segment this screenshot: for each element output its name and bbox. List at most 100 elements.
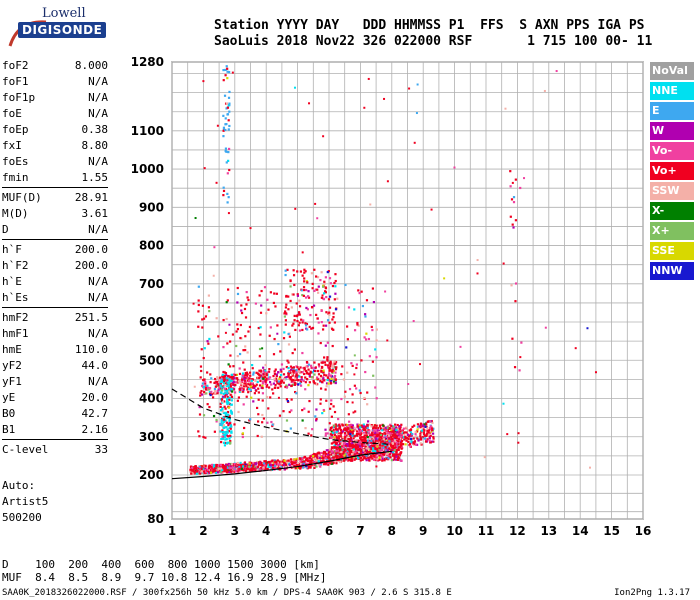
logo-digisonde-text: DIGISONDE xyxy=(18,22,107,38)
param-row: yE 20.0 xyxy=(2,390,108,406)
echo-point xyxy=(373,444,376,447)
param-label: hmF2 xyxy=(2,311,29,324)
echo-point xyxy=(378,456,381,459)
echo-point xyxy=(314,415,317,418)
echo-point xyxy=(314,288,317,291)
echo-point xyxy=(299,380,303,384)
echo-point xyxy=(399,430,402,433)
echo-point xyxy=(315,408,318,411)
echo-point xyxy=(224,469,227,472)
echo-point xyxy=(318,365,321,368)
legend-item: SSE xyxy=(650,242,694,260)
echo-point xyxy=(241,435,244,439)
echo-point xyxy=(206,386,210,389)
echo-point xyxy=(386,432,389,435)
echo-point xyxy=(325,449,328,452)
echo-point xyxy=(354,451,357,454)
echo-point xyxy=(202,414,206,417)
param-value: 42.7 xyxy=(81,407,109,420)
x-tick-label: 16 xyxy=(635,524,652,538)
param-row: foF1 N/A xyxy=(2,74,108,90)
param-separator xyxy=(2,239,108,240)
echo-point xyxy=(364,436,367,440)
echo-point xyxy=(225,421,229,424)
echo-point xyxy=(353,308,356,311)
param-row: fxI 8.80 xyxy=(2,138,108,154)
echo-point xyxy=(357,427,361,431)
echo-point xyxy=(399,451,402,454)
echo-point xyxy=(284,463,288,466)
echo-point xyxy=(334,431,337,434)
echo-point xyxy=(360,424,363,427)
echo-point xyxy=(331,371,334,374)
echo-point xyxy=(329,428,332,431)
echo-point xyxy=(252,465,255,468)
echo-point xyxy=(322,450,326,454)
param-value: 44.0 xyxy=(81,359,109,372)
echo-point xyxy=(255,383,258,386)
echo-point xyxy=(236,286,239,290)
echo-point xyxy=(339,447,342,450)
echo-point xyxy=(310,434,313,437)
echo-point xyxy=(259,333,262,336)
echo-point xyxy=(238,352,242,356)
echo-point xyxy=(306,459,309,463)
echo-point xyxy=(290,460,293,463)
echo-point xyxy=(377,452,380,456)
echo-point xyxy=(519,356,522,359)
echo-point xyxy=(412,441,415,444)
echo-point xyxy=(373,458,376,461)
echo-point xyxy=(372,447,375,450)
echo-point xyxy=(347,434,350,437)
echo-point xyxy=(350,438,353,442)
echo-point xyxy=(298,321,301,324)
echo-point xyxy=(261,421,264,424)
echo-point xyxy=(297,324,300,327)
echo-point xyxy=(228,168,231,172)
echo-point xyxy=(334,368,338,371)
echo-point xyxy=(249,374,252,377)
echo-point xyxy=(303,407,306,410)
muf-table: D 100 200 400 600 800 1000 1500 3000 [km… xyxy=(2,558,327,584)
echo-point xyxy=(227,159,230,162)
echo-point xyxy=(230,466,233,469)
echo-point xyxy=(273,464,276,468)
echo-point xyxy=(296,270,299,273)
echo-point xyxy=(329,365,332,368)
echo-point xyxy=(261,347,264,350)
echo-point xyxy=(198,413,202,416)
echo-point xyxy=(223,418,226,421)
echo-point xyxy=(228,426,231,429)
echo-point xyxy=(329,382,332,385)
echo-point xyxy=(214,467,217,470)
echo-point xyxy=(275,374,278,378)
echo-point xyxy=(346,338,349,341)
echo-point xyxy=(476,272,479,275)
echo-point xyxy=(304,322,307,325)
echo-point xyxy=(423,433,426,436)
echo-point xyxy=(306,364,309,368)
echo-point xyxy=(256,434,259,438)
param-row: h`E N/A xyxy=(2,274,108,290)
echo-point xyxy=(209,393,212,397)
echo-point xyxy=(197,325,200,328)
echo-point xyxy=(360,290,363,293)
echo-point xyxy=(398,435,401,438)
echo-point xyxy=(276,382,279,385)
echo-point xyxy=(359,449,363,453)
echo-point xyxy=(284,306,288,309)
echo-point xyxy=(359,436,362,439)
echo-point xyxy=(319,398,322,401)
echo-point xyxy=(263,464,266,467)
echo-point xyxy=(230,468,233,471)
echo-point xyxy=(374,446,377,449)
echo-point xyxy=(222,424,225,427)
echo-point xyxy=(251,367,254,370)
echo-point xyxy=(369,436,372,439)
echo-point xyxy=(337,432,341,435)
echo-point xyxy=(312,457,315,461)
echo-point xyxy=(321,365,324,369)
echo-point xyxy=(293,464,296,468)
echo-point xyxy=(226,378,229,381)
echo-point xyxy=(237,396,241,399)
